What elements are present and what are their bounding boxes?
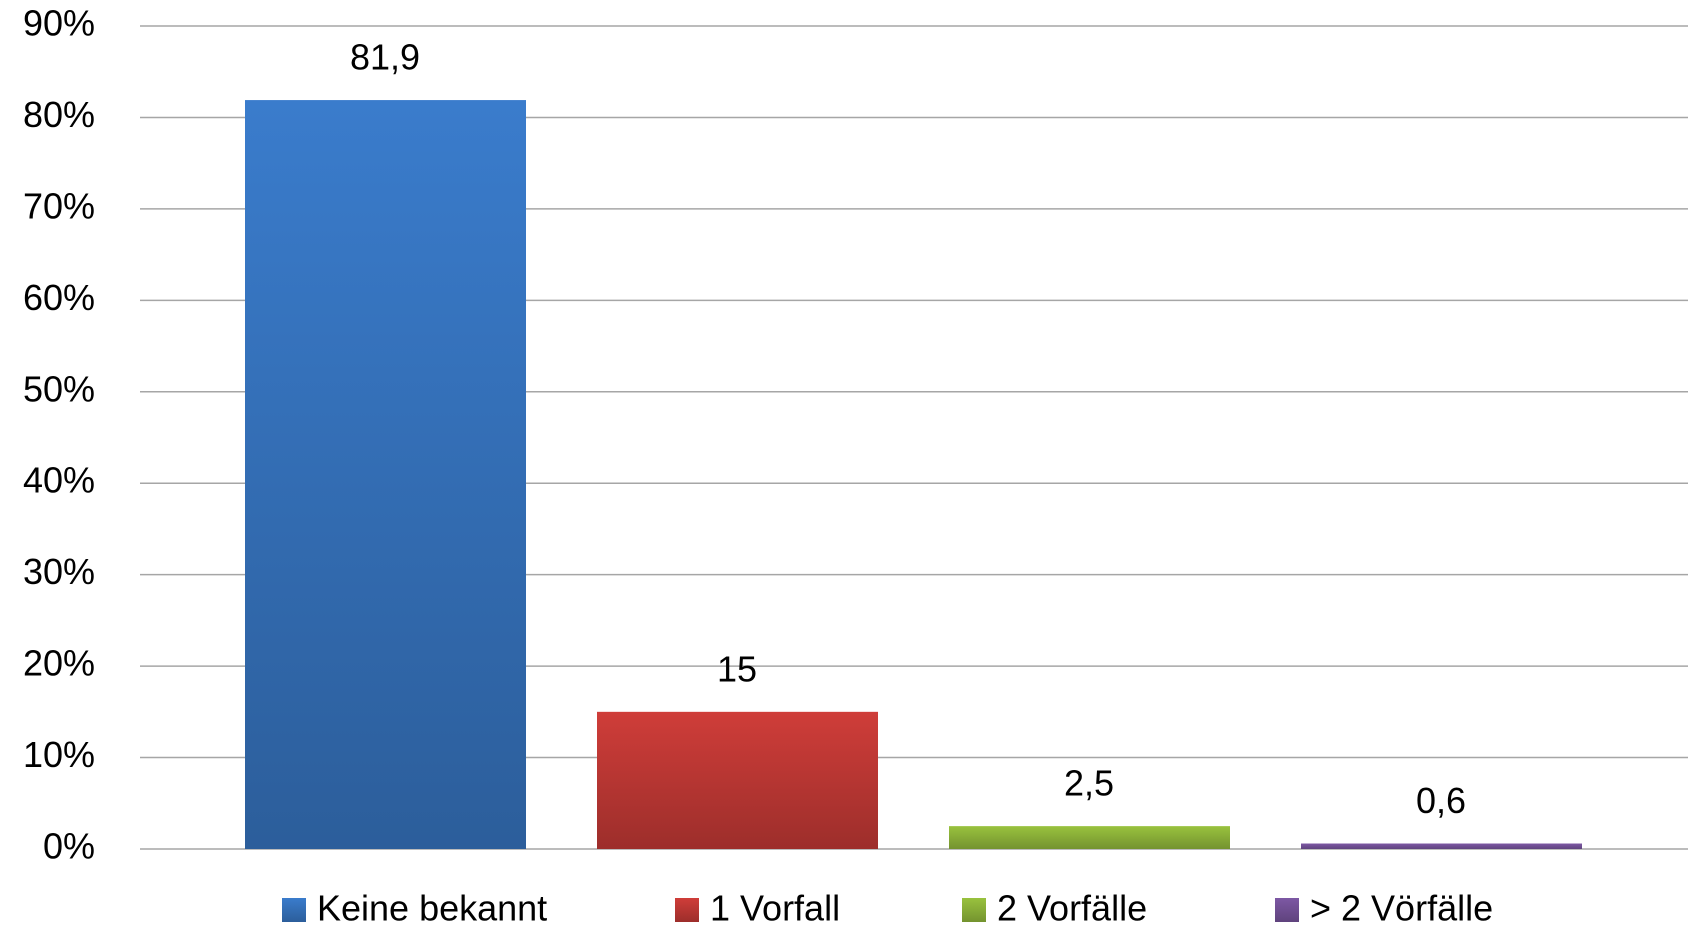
- y-tick-label: 0%: [43, 826, 95, 867]
- legend-swatch: [1275, 898, 1299, 922]
- legend-label: Keine bekannt: [317, 888, 547, 927]
- y-tick-label: 50%: [23, 368, 95, 409]
- y-tick-label: 80%: [23, 94, 95, 135]
- bar: [1301, 843, 1582, 849]
- y-tick-label: 30%: [23, 551, 95, 592]
- y-tick-label: 60%: [23, 277, 95, 318]
- bar: [597, 711, 878, 849]
- legend-swatch: [282, 898, 306, 922]
- y-tick-label: 10%: [23, 734, 95, 775]
- data-label: 81,9: [350, 37, 420, 78]
- legend-label: > 2 Vörfälle: [1310, 888, 1493, 927]
- data-label: 0,6: [1416, 780, 1466, 821]
- bar: [949, 826, 1230, 849]
- y-tick-label: 90%: [23, 3, 95, 44]
- y-tick-label: 70%: [23, 185, 95, 226]
- legend-swatch: [675, 898, 699, 922]
- data-label: 2,5: [1064, 763, 1114, 804]
- legend-swatch: [962, 898, 986, 922]
- bar: [245, 100, 526, 849]
- y-tick-label: 20%: [23, 643, 95, 684]
- data-label: 15: [717, 648, 757, 689]
- legend-label: 2 Vorfälle: [997, 888, 1147, 927]
- y-tick-label: 40%: [23, 460, 95, 501]
- legend-label: 1 Vorfall: [710, 888, 840, 927]
